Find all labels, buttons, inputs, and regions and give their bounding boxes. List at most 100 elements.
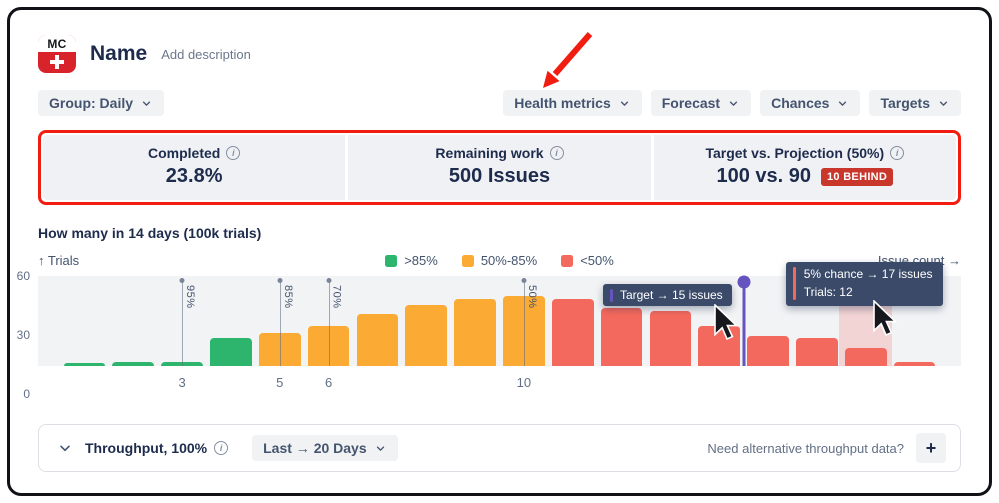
histogram-bar[interactable] [405,304,448,366]
chevron-down-icon [142,100,151,106]
histogram-bar[interactable] [698,325,741,366]
menu-targets[interactable]: Targets [869,90,961,116]
histogram-bar[interactable] [600,307,643,366]
y-tick-label: 60 [16,269,30,283]
histogram-bar[interactable] [112,361,155,366]
percentile-marker-line [182,280,184,366]
toolbar: Group: Daily Health metrics Forecast Chanc… [38,90,961,116]
cursor-2 [872,300,898,337]
target-accent-bar [609,288,613,302]
y-tick-label: 30 [16,328,30,342]
logo-text: MC [38,35,76,52]
toolbar-menu-group: Health metrics Forecast Chances Targets [503,90,961,116]
chance-tooltip: 5% chance → 17 issues Trials: 12 [785,262,943,307]
percentile-marker-dot [179,278,185,283]
metric-value-text: 23.8% [165,165,223,187]
menu-label: Health metrics [514,95,611,111]
histogram-bar[interactable] [307,325,350,366]
y-axis-title: ↑ Trials [38,253,80,268]
target-tooltip: Target → 15 issues [602,284,732,306]
percentile-marker-dot [326,278,332,283]
histogram-bar[interactable] [551,298,594,366]
histogram-bar[interactable] [747,336,789,366]
plot-area: Target → 15 issues 5% chance → 17 issues… [38,262,961,366]
histogram-bar[interactable] [796,337,838,366]
add-description-link[interactable]: Add description [161,46,251,62]
menu-forecast[interactable]: Forecast [650,90,752,116]
expander-chevron-icon[interactable] [57,440,73,456]
info-icon[interactable]: i [890,146,905,160]
histogram-bar[interactable] [161,361,203,366]
shield-cross-icon [50,55,64,69]
percentile-marker-label: 95% [184,285,197,309]
throughput-label: Throughput, 100% [85,440,208,456]
x-tick-label: 6 [324,375,333,390]
chance-tooltip-line2: Trials: 12 [803,284,853,299]
legend-swatch [385,254,398,267]
menu-health-metrics[interactable]: Health metrics [503,90,642,116]
metrics-highlight-box: Completed i 23.8% Remaining work i 500 Issues… [38,130,961,205]
metric-card: Target vs. Projection (50%) i 100 vs. 90 10… [653,135,956,200]
chevron-down-icon [620,100,628,106]
legend-label: >85% [404,253,438,268]
throughput-range-menu[interactable]: Last → 20 Days [252,435,398,461]
legend-label: <50% [580,253,614,268]
histogram-bar[interactable] [844,348,887,366]
histogram-bar[interactable] [210,337,252,366]
percentile-marker-line [279,280,281,366]
percentile-marker-line [328,280,330,366]
app-logo: MC [38,35,76,73]
group-by-menu[interactable]: Group: Daily [38,90,165,116]
add-throughput-button[interactable]: + [916,433,946,463]
metric-value: 100 vs. 90 10 BEHIND [662,165,948,188]
metric-label-text: Target vs. Projection (50%) [705,145,885,161]
metric-card: Remaining work i 500 Issues [348,135,651,200]
x-axis: 3 5 6 10 [38,366,961,394]
target-tooltip-text: Target → 15 issues [619,288,723,302]
metric-label: Target vs. Projection (50%) i [662,145,948,161]
menu-label: Chances [771,95,830,111]
metric-card: Completed i 23.8% [43,135,346,200]
histogram-bar[interactable] [649,310,692,366]
info-icon[interactable]: i [549,146,564,160]
menu-label: Forecast [661,95,721,111]
x-tick-label: 5 [276,375,284,390]
throughput-label-row: Throughput, 100% i [85,440,229,456]
target-projection-line [742,282,746,366]
chart-title: How many in 14 days (100k trials) [38,225,262,241]
metric-value: 500 Issues [356,165,642,188]
y-axis: 60 30 0 [10,269,34,401]
histogram-bar[interactable] [893,361,936,366]
chevron-down-icon [939,100,948,106]
y-tick-label: 0 [23,387,30,401]
info-icon[interactable]: i [214,441,229,455]
group-by-label: Group: Daily [49,95,134,111]
metric-value-text: 500 Issues [448,165,551,187]
throughput-panel: Throughput, 100% i Last → 20 Days Need a… [38,424,961,472]
histogram-bar[interactable] [356,313,399,366]
info-icon[interactable]: i [226,146,241,160]
x-tick-label: 3 [178,375,186,390]
cursor-1 [714,304,739,341]
chevron-down-icon [839,100,847,106]
metric-label-text: Remaining work [435,145,544,161]
histogram-bar[interactable] [258,333,301,366]
legend-label: 50%-85% [480,253,538,268]
legend-item: 50%-85% [461,253,538,268]
page-header: MC Name Add description [38,34,961,74]
page-title: Name [90,42,148,65]
histogram-bar[interactable] [454,298,496,366]
menu-chances[interactable]: Chances [760,90,861,116]
percentile-marker-dot [521,278,527,283]
chance-tooltip-lines: 5% chance → 17 issues Trials: 12 [804,267,933,300]
legend-item: <50% [561,253,614,268]
chance-accent-bar [792,267,796,301]
chevron-down-icon [376,445,384,451]
metrics-cards: Completed i 23.8% Remaining work i 500 Issues… [43,135,956,200]
chance-tooltip-line1: 5% chance → 17 issues [803,267,933,281]
metric-label: Remaining work i [356,145,642,161]
chevron-down-icon [729,100,738,106]
target-marker-dot[interactable] [737,275,751,289]
histogram-bar[interactable] [63,363,106,366]
